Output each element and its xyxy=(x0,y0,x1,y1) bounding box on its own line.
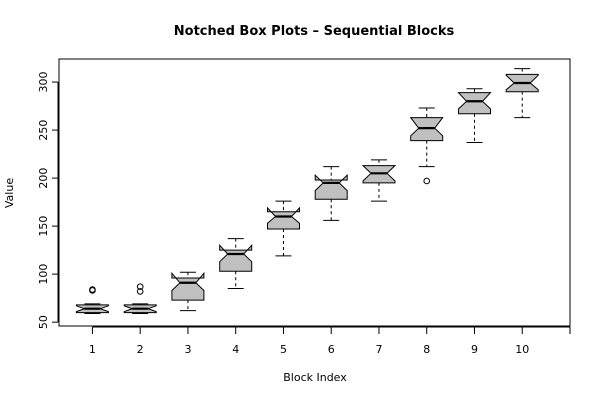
chart-title: Notched Box Plots – Sequential Blocks xyxy=(174,24,455,39)
y-tick-label-150: 150 xyxy=(37,216,50,237)
chart-marks: 50 100 150 200 250 300 1 2 3 4 5 6 7 8 9 10 xyxy=(37,68,571,356)
box-6 xyxy=(314,174,348,200)
outlier-1-1 xyxy=(89,286,96,293)
x-axis-label: Block Index xyxy=(283,371,347,384)
outlier-2-0 xyxy=(136,288,144,295)
outlier-2-1 xyxy=(136,283,144,290)
x-tick-label-7: 7 xyxy=(375,343,382,356)
x-tick-label-8: 8 xyxy=(423,343,430,356)
x-tick-label-4: 4 xyxy=(232,343,239,356)
y-axis-label: Value xyxy=(3,178,16,208)
box-9 xyxy=(457,92,492,115)
plot-frame xyxy=(58,58,571,327)
box-5 xyxy=(267,206,300,230)
box-3 xyxy=(171,271,205,301)
x-tick-label-6: 6 xyxy=(328,343,335,356)
x-tick-label-1: 1 xyxy=(89,343,96,356)
y-tick-label-200: 200 xyxy=(37,168,50,189)
x-tick-label-9: 9 xyxy=(471,343,478,356)
x-tick-label-2: 2 xyxy=(137,343,144,356)
box-4 xyxy=(219,244,253,272)
outlier-8-0 xyxy=(423,177,431,185)
y-tick-label-250: 250 xyxy=(37,120,50,141)
x-tick-label-10: 10 xyxy=(515,343,529,356)
y-tick-label-300: 300 xyxy=(37,72,50,93)
x-tick-label-5: 5 xyxy=(280,343,287,356)
y-tick-label-50: 50 xyxy=(37,315,50,329)
x-tick-label-3: 3 xyxy=(184,343,191,356)
y-tick-label-100: 100 xyxy=(37,264,50,285)
